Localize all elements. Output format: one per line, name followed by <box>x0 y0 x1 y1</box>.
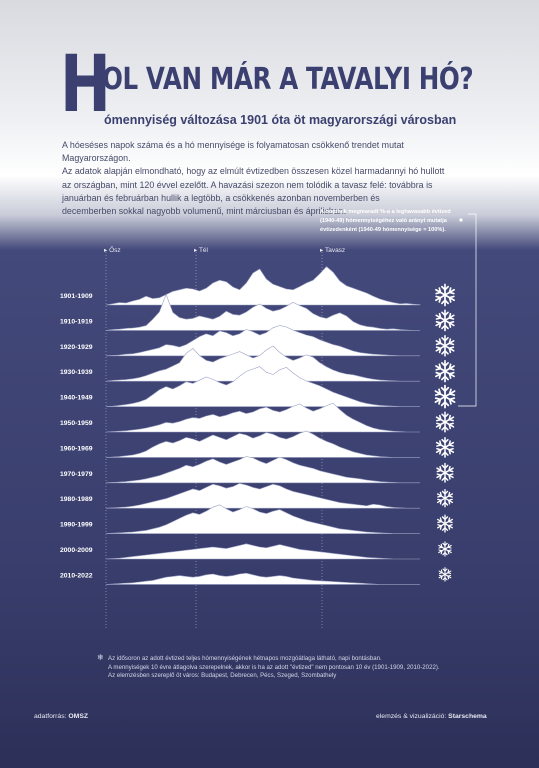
intro-line: decemberben sokkal nagyobb volumenű, min… <box>62 206 347 217</box>
decade-label: 1990-1999 <box>60 522 93 529</box>
decade-label: 1930-1939 <box>60 369 93 376</box>
ridge-area-1970-1979 <box>105 456 420 484</box>
legend-note-line: A hópihék megmaradt %-a a leghavasabb év… <box>320 209 451 215</box>
decade-label: 1920-1929 <box>60 344 93 351</box>
decade-label: 2010-2022 <box>60 572 93 579</box>
snowflake-column <box>434 283 456 582</box>
decade-label: 1970-1979 <box>60 471 93 478</box>
author-label: elemzés & vizualizáció: <box>376 713 447 720</box>
ridge-area-1990-1999 <box>105 504 420 534</box>
snowflake-icon <box>436 489 454 508</box>
source-value: OMSZ <box>68 713 89 720</box>
decade-label: 1980-1989 <box>60 496 93 503</box>
decade-label: 1901-1909 <box>60 293 93 300</box>
page-subtitle: ómennyiség változása 1901 óta öt magyaro… <box>104 113 457 127</box>
season-label-spring: ▸ Tavasz <box>320 247 345 254</box>
ridge-area-1930-1939 <box>105 345 420 382</box>
snowflake-icon <box>437 514 453 533</box>
footnote-line: Az idősoron az adott évtized teljes hóme… <box>108 655 382 662</box>
intro-line: az országban, mint 120 évvel ezelőtt. A … <box>62 179 433 190</box>
ridge-area-1960-1969 <box>105 430 420 458</box>
intro-line: A hóeséses napok száma és a hó mennyiség… <box>62 140 404 164</box>
snowflake-icon <box>435 334 455 357</box>
ridge-area-1980-1989 <box>105 483 420 509</box>
snowflake-icon <box>438 567 452 582</box>
snowflake-icon <box>435 309 455 332</box>
author-value: Starschema <box>448 713 487 720</box>
snowflake-icon <box>435 411 455 433</box>
footnote-line: Az elemzésben szereplő öt város: Budapes… <box>108 672 337 680</box>
source-label: adatforrás: <box>34 713 67 720</box>
intro-line: Az adatok alapján elmondható, hogy az el… <box>62 166 445 177</box>
ridge-area-1940-1949 <box>105 366 420 407</box>
legend-bullet <box>459 218 463 222</box>
decade-label: 1910-1919 <box>60 318 93 325</box>
intro-text: A hóeséses napok száma és a hó mennyiség… <box>62 139 462 218</box>
decade-label: 2000-2009 <box>60 547 93 554</box>
season-markers: ▸ Ősz ▸ Tél ▸ Tavasz <box>104 245 345 628</box>
data-source: adatforrás: OMSZ <box>34 713 88 720</box>
title-initial: H <box>60 40 111 130</box>
season-label-autumn: ▸ Ősz <box>104 245 121 254</box>
ridge-area-1901-1909 <box>105 266 421 306</box>
season-label-winter: ▸ Tél <box>194 247 209 254</box>
snowflake-icon <box>435 359 455 383</box>
decade-label: 1950-1959 <box>60 420 93 427</box>
decade-label: 1940-1949 <box>60 395 93 402</box>
decade-label: 1960-1969 <box>60 445 93 452</box>
ridgeline-series <box>105 266 421 585</box>
legend-note-line: (1940-49) hómennyiségéhez való arányt mu… <box>320 218 448 224</box>
footnote-line: A mennyiségek 10 évre átlagolva szerepel… <box>108 663 440 671</box>
footnote: ❄ Az idősoron az adott évtized teljes hó… <box>97 653 460 681</box>
decade-labels: 1901-1909 1910-1919 1920-1929 1930-1939 1940… <box>60 293 93 579</box>
snowflake-icon <box>435 437 455 458</box>
author-credit: elemzés & vizualizáció: Starschema <box>376 713 487 720</box>
legend-note-line: évtizedenként (1940-49 hómennyisége = 10… <box>320 227 446 233</box>
snowflake-icon <box>435 283 455 307</box>
ridge-area-1920-1929 <box>105 325 420 357</box>
intro-line: januárban és februárban hullik a legtöbb… <box>62 192 380 203</box>
ridge-area-1910-1919 <box>105 293 420 331</box>
ridge-area-1950-1959 <box>105 402 420 433</box>
legend-note: A hópihék megmaradt %-a a leghavasabb év… <box>320 209 477 407</box>
snowflake-icon <box>436 462 454 483</box>
snowflake-icon <box>434 384 456 409</box>
ridge-area-2000-2009 <box>105 543 420 560</box>
ridge-area-2010-2022 <box>105 572 420 585</box>
snowflake-icon: ❄ <box>97 653 104 662</box>
page-title: OL VAN MÁR A TAVALYI HÓ? <box>102 62 474 97</box>
legend-bracket <box>458 213 477 407</box>
snowflake-icon <box>438 541 452 557</box>
